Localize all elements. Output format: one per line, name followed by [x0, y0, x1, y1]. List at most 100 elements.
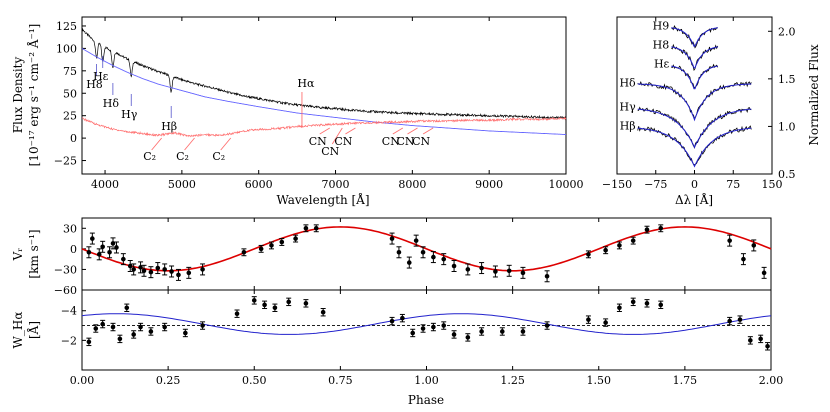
x-tick-label: 2.00: [759, 374, 784, 387]
balmer-observed-line: [637, 125, 752, 166]
data-point: [658, 225, 664, 231]
data-point: [262, 302, 267, 308]
rv-ylabel-2: [km s⁻¹]: [27, 229, 41, 278]
spectrum-plot-area: 4000 5000 6000 7000 8000 9000 10000 −25 0 25 50 75 1…: [54, 17, 584, 191]
spectrum-ylabel-1: Flux Density: [11, 57, 25, 134]
data-point: [169, 269, 174, 274]
x-tick-label: 6000: [245, 178, 273, 191]
data-point: [100, 244, 105, 250]
x-tick-label: 10000: [549, 178, 584, 191]
annotation-label: CN: [309, 135, 327, 148]
x-tick-label: −150: [602, 178, 632, 191]
data-point: [148, 269, 154, 275]
data-point: [465, 267, 471, 272]
data-point: [90, 236, 95, 241]
data-point: [86, 339, 92, 345]
y-tick-label: 2.0: [778, 25, 796, 38]
data-point: [131, 332, 136, 337]
x-tick-label: 5000: [168, 178, 196, 191]
data-point: [107, 249, 112, 255]
x-tick-label: 7000: [322, 178, 350, 191]
data-point: [183, 330, 188, 336]
model-curve: [81, 226, 772, 272]
data-point: [110, 324, 116, 330]
data-point: [269, 243, 274, 248]
x-tick-label: 1.75: [673, 374, 698, 387]
data-point: [241, 249, 247, 255]
data-point: [741, 256, 746, 262]
x-tick-label: 75: [726, 178, 740, 191]
annotation-label: C₂: [212, 150, 225, 163]
data-point: [186, 270, 192, 276]
data-point: [761, 270, 767, 276]
data-point: [138, 265, 143, 270]
data-point: [765, 343, 770, 349]
data-point: [124, 305, 130, 311]
data-point: [155, 265, 161, 271]
data-point: [200, 267, 205, 272]
data-point: [737, 317, 743, 322]
balmer-profile-label: H8: [653, 39, 670, 52]
data-point: [121, 256, 126, 262]
absorption-label: Hδ: [103, 97, 120, 110]
rv-ylabel-1: Vᵣ: [11, 248, 25, 262]
data-point: [499, 329, 505, 334]
data-point: [251, 298, 257, 303]
observed-spectrum-line: [81, 28, 567, 120]
balmer-model-line: [671, 65, 718, 90]
data-point: [617, 243, 622, 248]
data-point: [748, 338, 753, 343]
data-point: [506, 268, 512, 274]
annotation-marker: [151, 137, 163, 151]
x-tick-label: 1.25: [500, 374, 525, 387]
balmer-xlabel: Δλ [Å]: [675, 192, 713, 207]
balmer-profile-label: Hβ: [620, 119, 636, 132]
data-point: [410, 330, 416, 336]
data-point: [603, 247, 608, 253]
data-point: [479, 265, 484, 271]
balmer-profile-label: H9: [653, 20, 670, 33]
data-point: [441, 323, 447, 328]
x-tick-label: 9000: [475, 178, 503, 191]
data-point: [451, 332, 457, 337]
data-point: [162, 267, 167, 272]
data-point: [727, 318, 732, 324]
data-point: [451, 263, 457, 269]
data-point: [138, 324, 143, 330]
data-point: [258, 246, 264, 252]
annotation-label: Hα: [297, 77, 315, 90]
x-tick-label: 0.75: [328, 374, 353, 387]
data-point: [272, 305, 278, 311]
data-point: [131, 267, 136, 272]
data-point: [127, 263, 133, 269]
x-tick-label: 8000: [398, 178, 426, 191]
absorption-label: H8: [86, 78, 103, 91]
ew-plot-area: 0.00 0.25 0.50 0.75 1.00 1.25 1.50 1.75 2.00 −2 −4: [61, 290, 783, 387]
annotation-marker: [220, 137, 232, 151]
data-point: [617, 305, 622, 311]
y-tick-label: 1.0: [778, 120, 796, 133]
balmer-model-line: [671, 27, 718, 47]
balmer-model-line: [637, 127, 752, 168]
data-point: [100, 321, 105, 327]
data-point: [413, 238, 419, 243]
data-point: [751, 243, 757, 248]
data-point: [586, 317, 591, 322]
data-point: [86, 249, 92, 255]
data-point: [286, 299, 292, 305]
data-point: [400, 315, 405, 321]
annotation-label: C₂: [143, 150, 156, 163]
y-tick-label: 0: [70, 132, 77, 145]
model-spectrum-line: [81, 48, 566, 135]
data-point: [117, 336, 123, 342]
y-tick-label: −60: [54, 284, 77, 297]
spectrum-frame: [81, 16, 567, 175]
data-point: [389, 236, 395, 241]
data-point: [630, 238, 636, 243]
y-tick-label: 50: [63, 87, 77, 100]
data-point: [141, 268, 147, 274]
balmer-frame: [616, 16, 773, 175]
balmer-model-line: [637, 108, 752, 149]
data-point: [234, 311, 240, 317]
